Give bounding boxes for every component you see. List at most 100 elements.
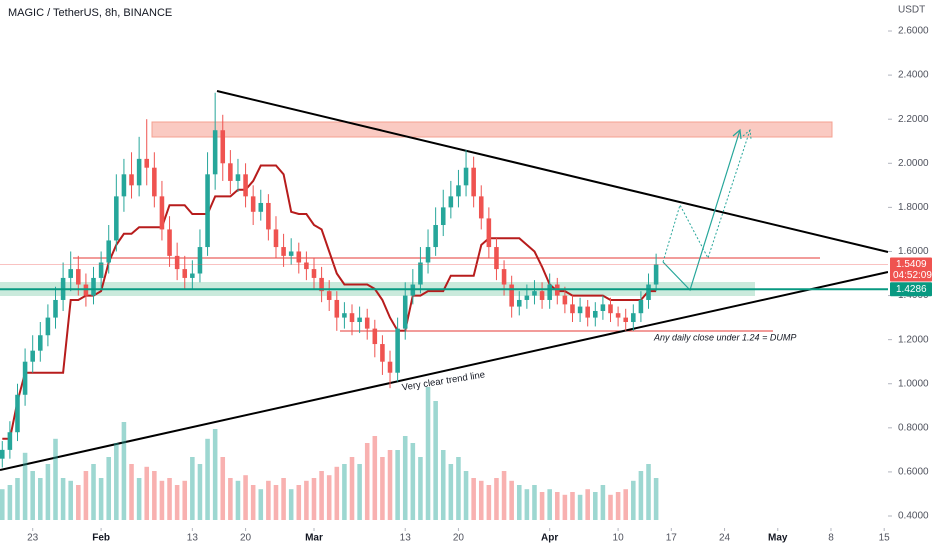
x-tick-label: 24: [719, 533, 731, 544]
y-tick-label: 1.0000: [898, 378, 929, 389]
candle-body: [532, 291, 537, 296]
candle-body: [91, 277, 96, 296]
volume-bar: [182, 480, 188, 520]
y-tick-label: 1.6000: [898, 246, 929, 257]
volume-bar: [326, 475, 332, 520]
x-tick-label: 23: [27, 533, 39, 544]
volume-bar: [22, 452, 28, 520]
candle-body: [418, 262, 423, 285]
volume-bar: [524, 489, 530, 520]
candle-body: [288, 251, 294, 256]
x-tick-label: 20: [240, 533, 252, 544]
volume-bar: [144, 466, 150, 520]
volume-bar: [281, 478, 286, 520]
y-tick-label: 0.8000: [898, 422, 929, 433]
candle-body: [585, 306, 590, 318]
candle-body: [152, 167, 157, 197]
candle-body: [129, 174, 134, 186]
candle-body: [273, 229, 279, 248]
volume-bar: [372, 436, 378, 520]
volume-bar: [228, 478, 233, 520]
candle-body: [509, 284, 514, 307]
volume-bar: [478, 480, 484, 520]
volume-bar: [30, 471, 35, 520]
candle-body: [342, 313, 347, 318]
candle-body: [121, 174, 127, 197]
volume-bar: [562, 494, 568, 520]
candle-body: [608, 304, 613, 314]
last-price-box: [890, 257, 932, 282]
volume-bar: [235, 480, 241, 520]
volume-bar: [311, 478, 317, 520]
volume-bar: [539, 492, 545, 520]
drawings: [0, 90, 889, 471]
volume-bar: [205, 438, 210, 520]
x-tick-label: 8: [828, 533, 834, 544]
candle-body: [615, 313, 621, 318]
candle-body: [516, 299, 522, 307]
candle-body: [243, 174, 248, 197]
y-tick-label: 0.6000: [898, 467, 929, 478]
y-tick-label: 2.6000: [898, 26, 929, 37]
volume-bar: [250, 485, 256, 520]
candle-body: [471, 167, 476, 197]
candle-body: [623, 317, 628, 323]
x-tick-label: Mar: [305, 533, 323, 544]
axes: 0.40000.60000.80001.00001.20001.40001.60…: [27, 26, 932, 544]
x-tick-label: 20: [453, 533, 465, 544]
volume-bar: [357, 464, 362, 520]
last-price-label: 1.5409: [896, 259, 927, 270]
volume-bar: [387, 450, 393, 520]
volume-bar: [501, 471, 507, 520]
chart-title: MAGIC / TetherUS, 8h, BINANCE: [8, 7, 172, 19]
volume-bar: [167, 478, 172, 520]
candle-body: [653, 264, 659, 285]
volume-bar: [288, 489, 294, 520]
candle-body: [266, 202, 271, 230]
candle-body: [174, 255, 180, 270]
candle-body: [433, 225, 438, 248]
candle-body: [304, 262, 309, 270]
volume-bar: [296, 485, 302, 520]
x-tick-label: 17: [666, 533, 678, 544]
volume-bar: [349, 457, 355, 520]
projection-arrowhead: [732, 128, 742, 140]
level-box: [890, 282, 932, 297]
indicator-line: [2, 164, 657, 440]
candle-body: [250, 196, 256, 212]
candle-body: [387, 361, 393, 373]
volume-bar: [45, 464, 51, 520]
volume-bar: [129, 464, 134, 520]
candle-body: [68, 269, 73, 278]
volume-bar: [395, 450, 400, 520]
volume-bar: [440, 450, 446, 520]
volume-bar: [433, 401, 438, 520]
volume-bar: [53, 438, 58, 520]
y-tick-label: 2.0000: [898, 158, 929, 169]
candle-body: [524, 295, 530, 300]
x-tick-label: 10: [613, 533, 625, 544]
upper-trend-line: [216, 90, 889, 253]
candle-body: [182, 269, 188, 278]
volume-bar: [91, 464, 96, 520]
candle-body: [281, 247, 286, 256]
countdown-label: 04:52:09: [893, 270, 932, 281]
candle-body: [212, 130, 218, 175]
candle-body: [425, 247, 431, 263]
volume-bar: [159, 480, 165, 520]
candle-body: [402, 295, 408, 329]
candle-body: [228, 163, 233, 181]
candle-body: [7, 432, 13, 450]
annotation: Any daily close under 1.24 = DUMP: [653, 332, 796, 342]
x-tick-label: 13: [400, 533, 412, 544]
volume-bar: [555, 492, 560, 520]
volume-bar: [532, 485, 537, 520]
candle-body: [463, 167, 469, 186]
y-tick-label: 2.2000: [898, 114, 929, 125]
candle-body: [167, 229, 172, 256]
x-tick-label: May: [768, 533, 788, 544]
candle-body: [395, 328, 400, 373]
candle-body: [478, 196, 484, 219]
volume-bar: [273, 485, 279, 520]
